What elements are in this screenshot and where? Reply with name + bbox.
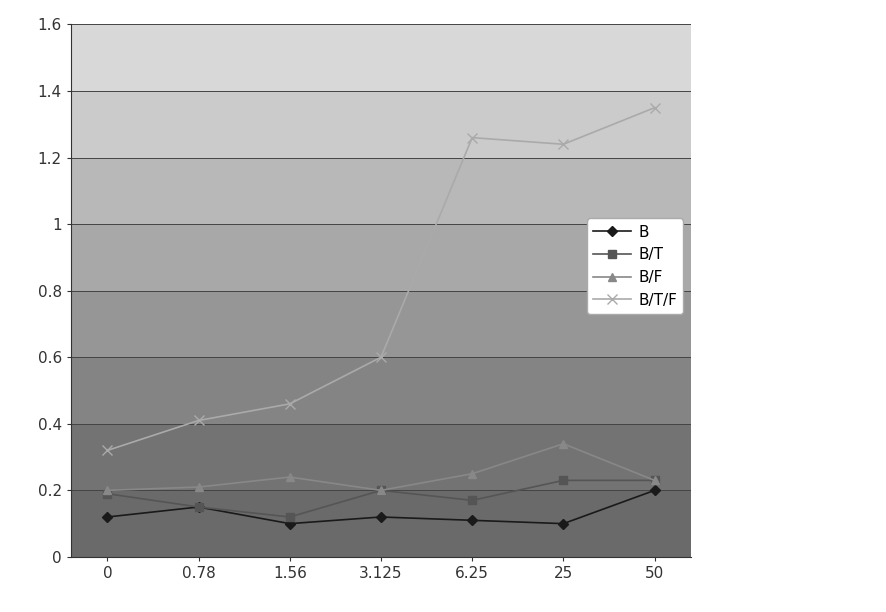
B/F bbox=[467, 470, 478, 477]
B/T/F bbox=[102, 447, 113, 454]
B/T bbox=[467, 497, 478, 504]
Bar bbox=[71, 424, 691, 490]
Line: B: B bbox=[104, 487, 658, 527]
B/T bbox=[102, 490, 113, 498]
B/T/F bbox=[649, 104, 660, 111]
B/T bbox=[284, 513, 295, 521]
B bbox=[376, 513, 386, 521]
Bar bbox=[71, 291, 691, 357]
Bar bbox=[71, 224, 691, 291]
B/T bbox=[649, 477, 660, 484]
B/F bbox=[102, 487, 113, 494]
Line: B/F: B/F bbox=[103, 439, 659, 494]
B/F bbox=[649, 477, 660, 484]
Bar bbox=[71, 157, 691, 224]
B/T/F bbox=[193, 417, 204, 424]
Bar bbox=[71, 91, 691, 157]
Legend: B, B/T, B/F, B/T/F: B, B/T, B/F, B/T/F bbox=[587, 218, 683, 313]
B/F bbox=[376, 487, 386, 494]
Bar bbox=[71, 490, 691, 557]
B/F bbox=[558, 440, 569, 447]
B/T bbox=[376, 487, 386, 494]
B/T/F bbox=[284, 400, 295, 408]
B/F bbox=[193, 483, 204, 491]
B bbox=[284, 520, 295, 528]
Bar bbox=[71, 357, 691, 424]
B/F bbox=[284, 474, 295, 481]
B bbox=[102, 513, 113, 521]
B/T bbox=[193, 503, 204, 510]
B/T/F bbox=[376, 354, 386, 361]
B/T/F bbox=[467, 134, 478, 141]
Line: B/T/F: B/T/F bbox=[103, 103, 659, 455]
B bbox=[193, 503, 204, 510]
Line: B/T: B/T bbox=[103, 476, 659, 521]
B bbox=[467, 517, 478, 524]
Bar bbox=[71, 24, 691, 91]
B bbox=[558, 520, 569, 528]
B/T/F bbox=[558, 141, 569, 148]
B bbox=[649, 487, 660, 494]
B/T bbox=[558, 477, 569, 484]
